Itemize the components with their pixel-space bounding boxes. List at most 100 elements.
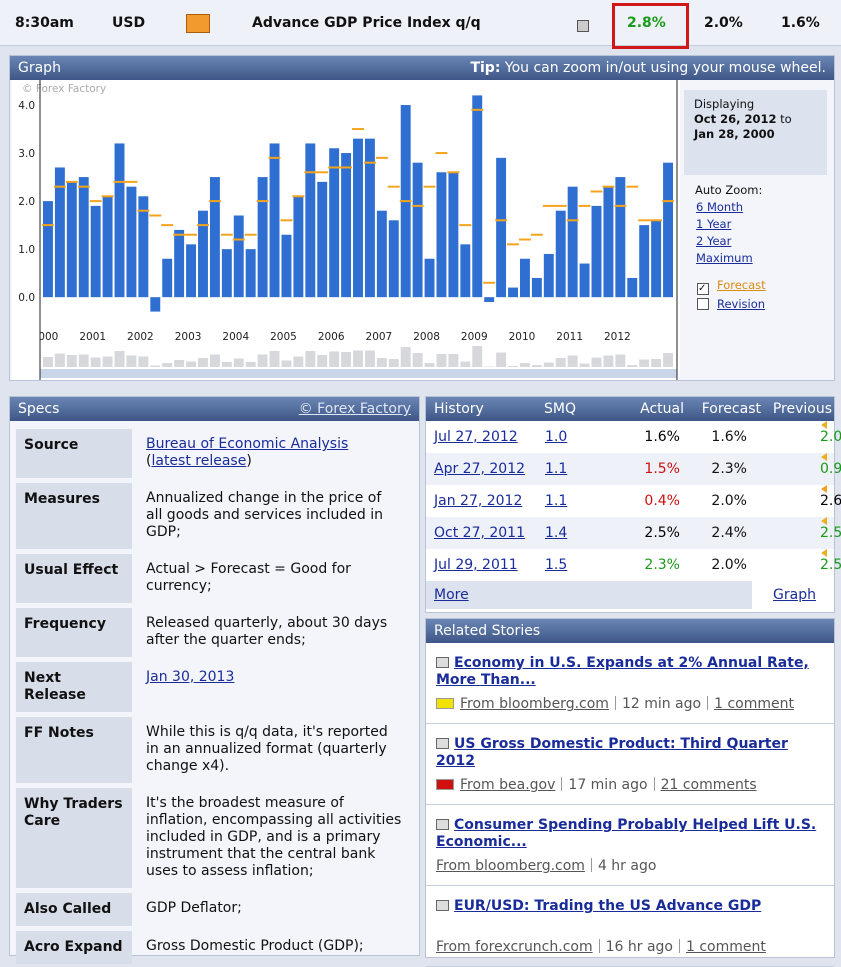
story-headline: EUR/USD: Trading the US Advance GDP <box>436 890 824 915</box>
story-comments[interactable]: 1 comment <box>685 939 766 955</box>
story-source[interactable]: From forexcrunch.com <box>436 939 593 955</box>
history-header: History SMQ Actual Forecast Previous <box>426 397 834 421</box>
spec-link[interactable]: latest release <box>151 453 247 469</box>
highlight-box <box>612 3 689 49</box>
spec-link[interactable]: Bureau of Economic Analysis <box>146 436 349 452</box>
story-source[interactable]: From bea.gov <box>460 777 556 793</box>
history-smq[interactable]: 1.0 <box>545 429 568 445</box>
bar <box>412 162 423 298</box>
story-headline: US Gross Domestic Product: Third Quarter… <box>436 728 824 770</box>
story-comments[interactable]: 21 comments <box>660 777 757 793</box>
history-smq[interactable]: 1.1 <box>545 493 568 509</box>
history-row: Apr 27, 2012 1.1 1.5% 2.3% 0.9% <box>426 453 841 485</box>
specs-credit[interactable]: © Forex Factory <box>298 401 411 417</box>
history-forecast: 2.3% <box>711 461 747 477</box>
revision-toggle[interactable]: Revision <box>717 297 766 311</box>
y-tick-label: 1.0 <box>18 244 35 256</box>
zoom-option[interactable]: 6 Month <box>696 200 744 214</box>
navigator-bar <box>591 357 602 367</box>
bar <box>329 148 340 298</box>
zoom-option[interactable]: 2 Year <box>696 234 732 248</box>
history-date[interactable]: Apr 27, 2012 <box>434 461 526 477</box>
spec-row: Also Called GDP Deflator; <box>16 893 413 926</box>
history-date[interactable]: Jul 29, 2011 <box>434 557 518 573</box>
history-smq[interactable]: 1.1 <box>545 461 568 477</box>
history-date[interactable]: Jul 27, 2012 <box>434 429 518 445</box>
story-meta: From bloomberg.com 12 min ago 1 comment <box>436 696 794 713</box>
bar <box>102 196 113 298</box>
event-row: 8:30am USD Advance GDP Price Index q/q 2… <box>0 0 841 49</box>
col-smq: SMQ <box>544 401 576 417</box>
spec-link[interactable]: Jan 30, 2013 <box>146 669 235 685</box>
zoom-option[interactable]: 1 Year <box>696 217 732 231</box>
col-forecast: Forecast <box>701 401 761 417</box>
spec-row: Frequency Released quarterly, about 30 da… <box>16 608 413 657</box>
event-title[interactable]: Advance GDP Price Index q/q <box>252 15 481 31</box>
story-title[interactable]: Economy in U.S. Expands at 2% Annual Rat… <box>436 655 809 688</box>
history-rows: Jul 27, 2012 1.0 1.6% 1.6% 2.0% Apr 27, 2012 1… <box>426 421 841 613</box>
navigator-bar <box>114 351 125 367</box>
story-title[interactable]: EUR/USD: Trading the US Advance GDP <box>454 898 762 914</box>
story-title[interactable]: Consumer Spending Probably Helped Lift U… <box>436 817 817 850</box>
story-comments[interactable]: 1 comment <box>714 696 794 712</box>
detail-icon[interactable] <box>577 20 589 32</box>
col-previous: Previous <box>772 401 832 417</box>
navigator-bar <box>412 353 423 367</box>
auto-zoom-label: Auto Zoom: <box>695 183 763 197</box>
history-row: Jan 27, 2012 1.1 0.4% 2.0% 2.6% <box>426 485 841 517</box>
navigator-bar <box>293 356 304 367</box>
specs-title: Specs <box>18 401 60 417</box>
bar <box>54 167 65 298</box>
history-date[interactable]: Oct 27, 2011 <box>434 525 525 541</box>
navigator-bar <box>639 359 650 367</box>
navigator-bar <box>198 358 208 367</box>
bar <box>508 287 518 298</box>
x-tick-label: 2004 <box>222 331 249 343</box>
x-tick-label: 2010 <box>509 331 536 343</box>
bar <box>579 263 590 298</box>
navigator-bar <box>329 351 340 367</box>
chart[interactable]: © Forex Factory 0.0 1.0 2.0 3.0 4.0 2000 2001 20… <box>12 80 680 380</box>
navigator-bar <box>257 354 268 367</box>
toggles: ✓ Forecast Revision <box>697 276 766 314</box>
story-headline: Economy in U.S. Expands at 2% Annual Rat… <box>436 647 824 689</box>
story-source[interactable]: From bloomberg.com <box>436 858 585 874</box>
y-tick-label: 0.0 <box>18 292 35 304</box>
navigator-bar <box>90 357 101 367</box>
graph-header: Graph Tip: You can zoom in/out using you… <box>10 56 834 80</box>
separator <box>678 939 680 953</box>
revision-checkbox[interactable] <box>697 298 709 310</box>
currency: USD <box>112 15 146 31</box>
specs-panel: Specs © Forex Factory Source Bureau of Ec… <box>9 396 420 964</box>
spec-label: Measures <box>16 483 132 549</box>
story-source[interactable]: From bloomberg.com <box>460 696 609 712</box>
story-time: 4 hr ago <box>597 858 657 874</box>
x-tick-label: 2012 <box>604 331 631 343</box>
range-to-word: to <box>780 112 792 126</box>
zoom-option[interactable]: Maximum <box>696 251 753 265</box>
story-time: 17 min ago <box>568 777 648 793</box>
history-smq[interactable]: 1.4 <box>545 525 568 541</box>
graph-link[interactable]: Graph <box>773 587 816 603</box>
previous-value: 2.0% <box>820 429 841 445</box>
previous-value: 2.6% <box>820 493 841 509</box>
navigator-bar <box>519 363 530 367</box>
previous-value: 0.9% <box>820 461 841 477</box>
navigator-bar <box>281 360 292 367</box>
auto-zoom: Auto Zoom: 6 Month 1 Year 2 Year Maximum <box>695 182 762 267</box>
navigator-bar <box>221 362 232 367</box>
more-link[interactable]: More <box>434 587 469 603</box>
forecast-toggle[interactable]: Forecast <box>717 278 766 292</box>
navigator-bar <box>186 361 197 367</box>
bar <box>341 153 352 298</box>
forecast-checkbox[interactable]: ✓ <box>697 283 709 295</box>
history-smq[interactable]: 1.5 <box>545 557 568 573</box>
story-title[interactable]: US Gross Domestic Product: Third Quarter… <box>436 736 788 769</box>
revision-arrow <box>821 549 827 557</box>
navigator-bar <box>305 351 316 367</box>
graph-title: Graph <box>18 60 61 76</box>
history-date[interactable]: Jan 27, 2012 <box>434 493 523 509</box>
separator <box>598 939 600 953</box>
navigator-bar <box>531 365 542 367</box>
bar <box>114 143 125 298</box>
